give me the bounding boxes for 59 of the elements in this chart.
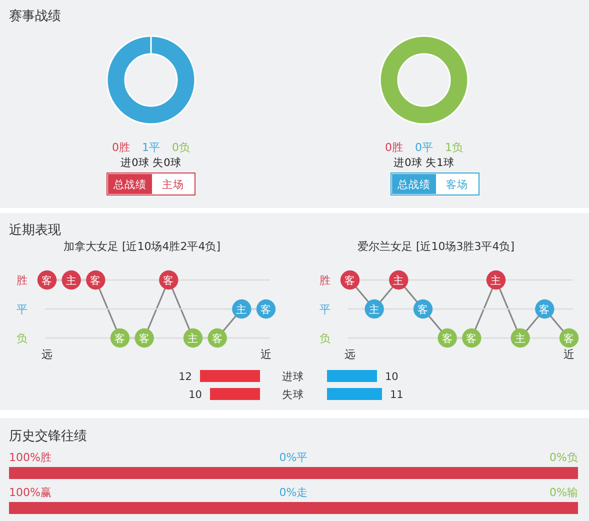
ref-line-label: 胜 [16, 274, 28, 287]
annotation: 0%平 [279, 451, 308, 464]
ref-line-label: 平 [320, 303, 330, 316]
chart-title: 赛事战绩 [9, 8, 61, 24]
ref-line-label: 平 [16, 303, 28, 316]
category-label: 0负 [172, 141, 190, 154]
x-tick-label: 近 [564, 348, 574, 361]
text: 进0球 失0球 [120, 156, 182, 169]
annotation: 客 [138, 332, 150, 345]
slice-label: 1平 [142, 141, 160, 154]
chart-subtitle: 加拿大女足 [近10场4胜2平4负] [63, 240, 221, 253]
x-tick-label: 近 [260, 348, 272, 361]
data-label: 11 [390, 389, 404, 401]
text: 主场 [162, 178, 184, 191]
annotation: 主 [368, 303, 380, 316]
annotation: 客 [42, 274, 52, 287]
annotation: 主 [236, 303, 248, 316]
data-label: 12 [178, 371, 192, 383]
annotation: 主 [490, 274, 502, 287]
slice-label: 1负 [445, 141, 463, 154]
chart-title: 近期表现 [9, 223, 61, 238]
chart-title: 历史交锋往绩 [9, 428, 87, 444]
category-label: 0胜 [385, 141, 403, 154]
chart-subtitle: 爱尔兰女足 [近10场3胜3平4负] [357, 240, 515, 253]
data-label: 100%赢 [9, 486, 52, 499]
text: 负 [320, 332, 330, 345]
annotation: 主 [514, 332, 526, 345]
x-tick-label: 远 [344, 348, 356, 361]
annotation: 客 [260, 303, 272, 316]
text: 总战绩 [396, 178, 430, 191]
annotation: 主 [393, 274, 404, 287]
data-label: 10 [385, 371, 398, 383]
annotation: 0%负 [550, 451, 578, 464]
annotation: 0%输 [550, 486, 578, 499]
text: 总战绩 [112, 178, 146, 191]
annotation: 客 [564, 332, 574, 345]
category-label: 0平 [415, 141, 433, 154]
annotation: 客 [90, 274, 102, 287]
category-label: 0胜 [112, 141, 130, 154]
data-label: 10 [188, 389, 202, 401]
annotation: 客 [418, 303, 428, 316]
text: 进0球 失1球 [394, 156, 454, 169]
annotation: 主 [188, 332, 198, 345]
text: 客场 [446, 178, 468, 191]
y-tick-label: 进球 [282, 370, 304, 383]
annotation: 客 [212, 332, 223, 345]
ref-line-label: 胜 [320, 274, 330, 287]
x-tick-label: 远 [42, 348, 52, 361]
annotation: 客 [163, 274, 174, 287]
y-tick-label: 失球 [282, 388, 304, 401]
annotation: 客 [114, 332, 126, 345]
annotation: 客 [466, 332, 478, 345]
text: 负 [16, 332, 28, 345]
annotation: 主 [66, 274, 77, 287]
annotation: 0%走 [279, 486, 308, 499]
annotation: 客 [344, 274, 356, 287]
annotation: 客 [539, 303, 550, 316]
annotation: 客 [442, 332, 453, 345]
data-label: 100%胜 [9, 451, 52, 464]
